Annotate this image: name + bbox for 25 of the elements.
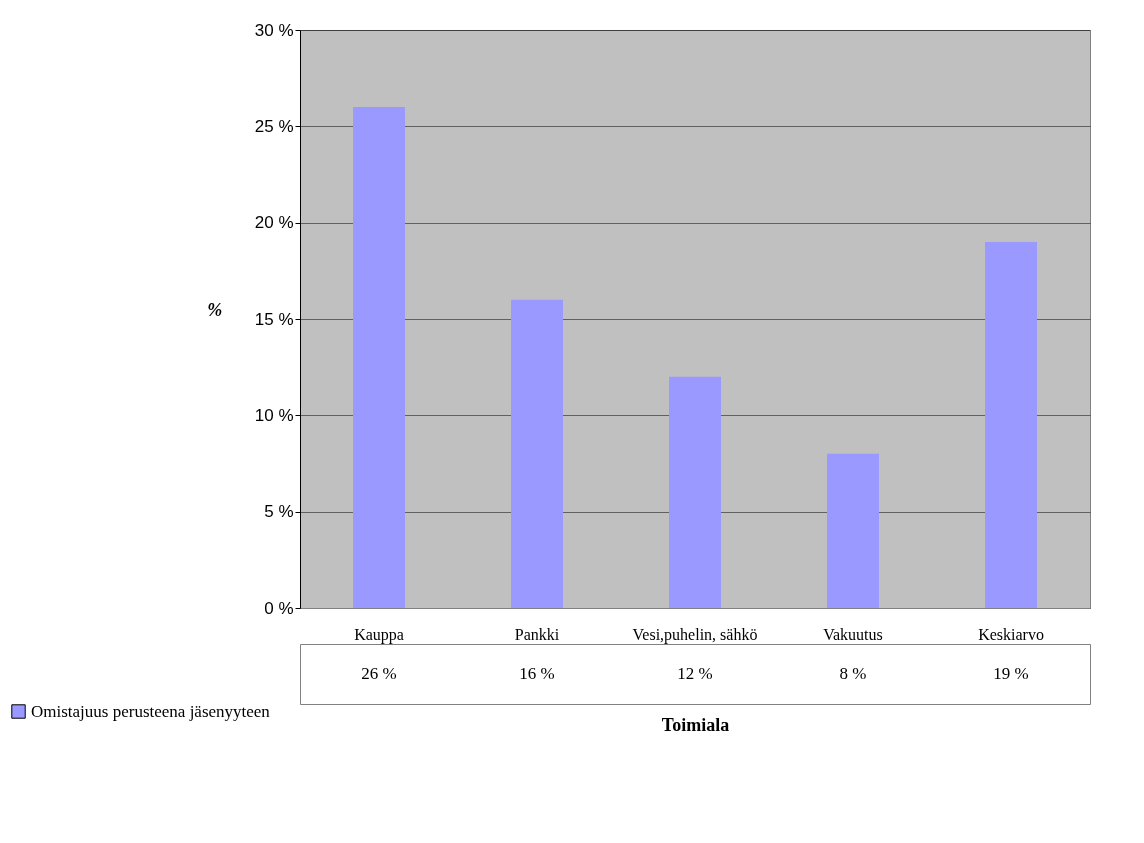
y-tick-label: 25 % — [254, 116, 294, 136]
x-tick-label: Pankki — [514, 625, 560, 643]
y-tick-label: 5 % — [264, 502, 294, 522]
data-label: 26 % — [361, 664, 397, 683]
x-tick-label: Kauppa — [354, 625, 404, 644]
y-tick-label: 15 % — [254, 309, 294, 329]
y-axis-title: % — [207, 299, 223, 320]
y-tick-label: 20 % — [254, 213, 294, 233]
x-tick-label: Vakuutus — [823, 625, 883, 643]
data-label: 16 % — [519, 664, 555, 683]
data-label: 19 % — [993, 664, 1029, 683]
x-tick-label: Vesi,puhelin, sähkö — [632, 625, 758, 644]
bar — [827, 453, 879, 608]
bar — [985, 241, 1037, 608]
data-label: 12 % — [677, 664, 713, 683]
bar — [669, 376, 721, 608]
x-axis-title: Toimiala — [661, 714, 730, 735]
data-label: 8 % — [839, 664, 867, 683]
legend-label: Omistajuus perusteena jäsenyyteen — [31, 701, 271, 721]
y-tick-label: 0 % — [264, 598, 294, 618]
y-tick-label: 30 % — [254, 20, 294, 40]
x-tick-label: Keskiarvo — [978, 625, 1044, 643]
bar — [511, 299, 563, 608]
bar — [353, 107, 405, 608]
y-tick-label: 10 % — [254, 405, 294, 425]
